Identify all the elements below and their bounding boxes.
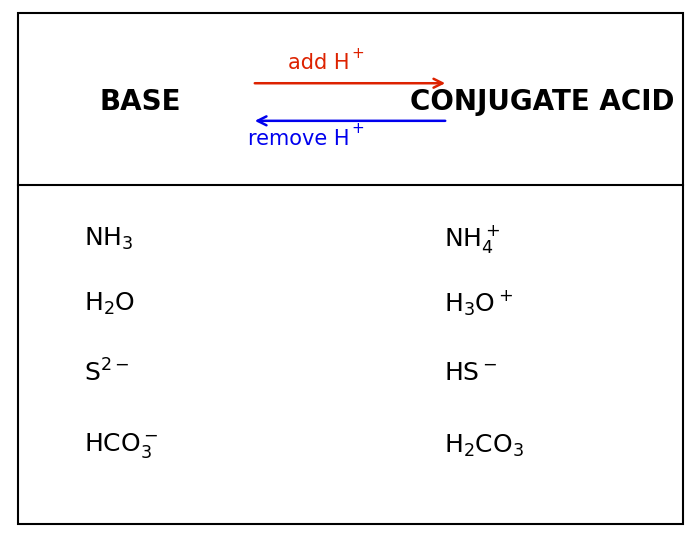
Text: $\mathregular{H_2CO_3}$: $\mathregular{H_2CO_3}$ (444, 433, 524, 459)
Text: $\mathregular{HCO_3^-}$: $\mathregular{HCO_3^-}$ (84, 431, 158, 460)
Text: $\mathregular{NH_4^+}$: $\mathregular{NH_4^+}$ (444, 223, 500, 255)
Text: $\mathregular{H_2O}$: $\mathregular{H_2O}$ (84, 291, 135, 316)
Text: CONJUGATE ACID: CONJUGATE ACID (410, 88, 675, 116)
Text: $\mathregular{NH_3}$: $\mathregular{NH_3}$ (84, 226, 134, 252)
Text: remove H: remove H (248, 128, 350, 149)
Text: +: + (351, 121, 364, 136)
Text: +: + (351, 46, 364, 61)
Text: $\mathregular{S^{2-}}$: $\mathregular{S^{2-}}$ (84, 360, 130, 387)
Text: add H: add H (288, 53, 350, 74)
Text: $\mathregular{HS^-}$: $\mathregular{HS^-}$ (444, 361, 498, 385)
Text: $\mathregular{H_3O^+}$: $\mathregular{H_3O^+}$ (444, 289, 514, 318)
Text: BASE: BASE (99, 88, 181, 116)
